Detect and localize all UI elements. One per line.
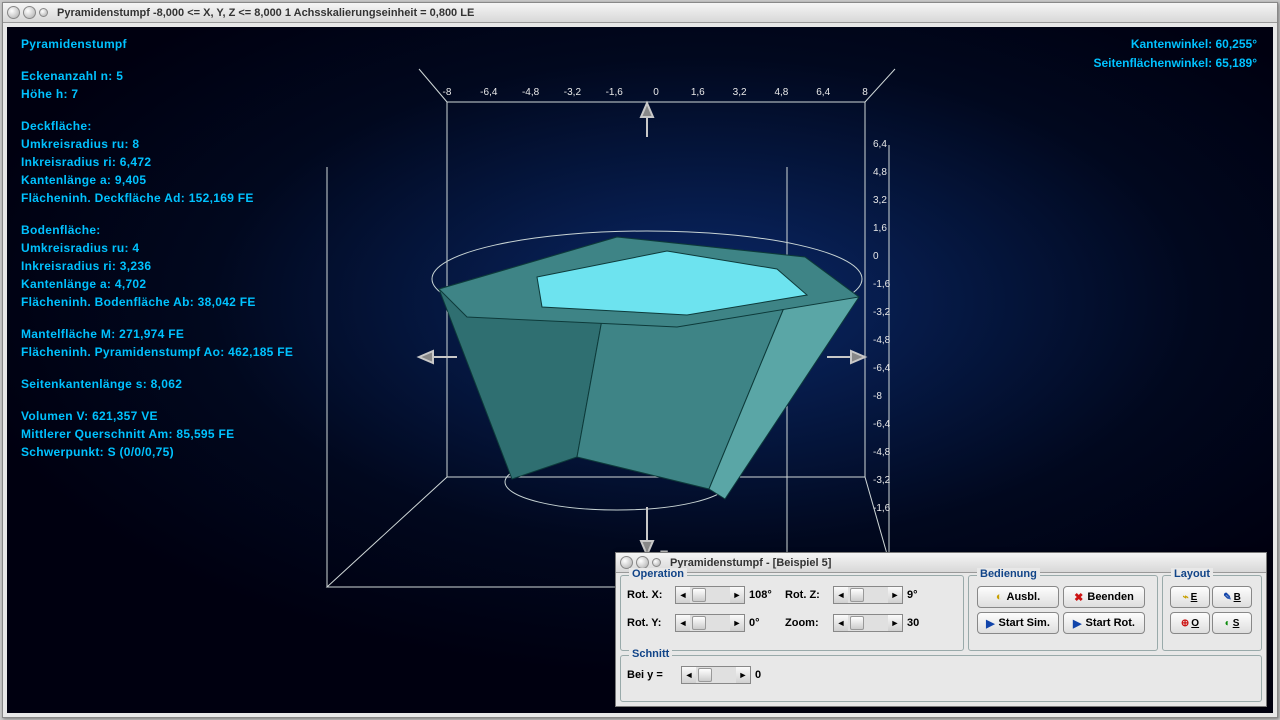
svg-text:-4,8: -4,8 bbox=[873, 447, 891, 458]
rot-y-value: 0° bbox=[749, 617, 785, 629]
axis-right-ticks: 6,4 4,8 3,2 1,6 0 -1,6 -3,2 -4,8 -6,4 -8 -6,4 -4,8 -… bbox=[873, 139, 891, 570]
svg-text:-8: -8 bbox=[873, 391, 882, 402]
svg-text:-4,8: -4,8 bbox=[873, 335, 891, 346]
main-window: Pyramidenstumpf -8,000 <= X, Y, Z <= 8,0… bbox=[2, 2, 1278, 718]
svg-text:-3,2: -3,2 bbox=[873, 475, 891, 486]
play-icon: ▶ bbox=[1073, 617, 1081, 630]
arrow-left-icon[interactable]: ◄ bbox=[676, 587, 690, 603]
svg-text:3,2: 3,2 bbox=[733, 87, 747, 98]
adjust-icon: ◐ bbox=[1225, 618, 1231, 629]
group-layout-title: Layout bbox=[1171, 568, 1213, 580]
schnitt-scroller[interactable]: ◄► bbox=[681, 666, 751, 684]
arrow-right-icon[interactable]: ► bbox=[888, 587, 902, 603]
rot-y-label: Rot. Y: bbox=[627, 617, 675, 629]
group-bedienung: Bedienung ◐Ausbl. ✖Beenden ▶Start Sim. ▶… bbox=[968, 575, 1158, 651]
arrow-right-icon[interactable]: ► bbox=[888, 615, 902, 631]
layout-b-button[interactable]: ✎B bbox=[1212, 586, 1252, 608]
svg-text:-8: -8 bbox=[443, 87, 452, 98]
target-icon: ⊕ bbox=[1181, 618, 1189, 629]
arrow-left-icon[interactable]: ◄ bbox=[682, 667, 696, 683]
close-icon: ✖ bbox=[1074, 591, 1083, 604]
rot-z-scroller[interactable]: ◄► bbox=[833, 586, 903, 604]
info-panel-right: Kantenwinkel: 60,255° Seitenflächenwinke… bbox=[1093, 35, 1257, 73]
zoom-scroller[interactable]: ◄► bbox=[833, 614, 903, 632]
schnitt-label: Bei y = bbox=[627, 669, 681, 681]
window-close-icon[interactable] bbox=[7, 6, 20, 19]
panel-body: Operation Rot. X: ◄► 108° Rot. Z: ◄► 9° … bbox=[620, 575, 1262, 702]
info-kantenwinkel: Kantenwinkel: 60,255° bbox=[1093, 35, 1257, 54]
svg-text:0: 0 bbox=[653, 87, 659, 98]
arrow-left-icon[interactable]: ◄ bbox=[834, 587, 848, 603]
svg-text:-3,2: -3,2 bbox=[564, 87, 582, 98]
axis-x-ticks: -8 -6,4 -4,8 -3,2 -1,6 0 1,6 3,2 4,8 6,4 8 bbox=[443, 87, 869, 98]
svg-text:-6,4: -6,4 bbox=[873, 419, 891, 430]
start-rot-button[interactable]: ▶Start Rot. bbox=[1063, 612, 1145, 634]
frustum-solid bbox=[439, 237, 859, 499]
panel-restore-icon[interactable] bbox=[652, 558, 661, 567]
svg-text:6,4: 6,4 bbox=[816, 87, 830, 98]
beenden-button[interactable]: ✖Beenden bbox=[1063, 586, 1145, 608]
group-layout: Layout ⌁E ✎B ⊕O ◐S bbox=[1162, 575, 1262, 651]
group-schnitt-title: Schnitt bbox=[629, 648, 672, 660]
control-panel-window[interactable]: Pyramidenstumpf - [Beispiel 5] Operation… bbox=[615, 552, 1267, 707]
svg-text:8: 8 bbox=[862, 87, 868, 98]
main-title: Pyramidenstumpf -8,000 <= X, Y, Z <= 8,0… bbox=[57, 7, 474, 19]
svg-text:-1,6: -1,6 bbox=[873, 503, 891, 514]
svg-text:3,2: 3,2 bbox=[873, 195, 887, 206]
arrow-left-icon[interactable]: ◄ bbox=[676, 615, 690, 631]
tool-icon: ✎ bbox=[1223, 592, 1231, 603]
rot-y-scroller[interactable]: ◄► bbox=[675, 614, 745, 632]
group-operation-title: Operation bbox=[629, 568, 687, 580]
layout-o-button[interactable]: ⊕O bbox=[1170, 612, 1210, 634]
svg-text:-6,4: -6,4 bbox=[480, 87, 498, 98]
rot-z-value: 9° bbox=[907, 589, 943, 601]
window-restore-icon[interactable] bbox=[39, 8, 48, 17]
main-titlebar[interactable]: Pyramidenstumpf -8,000 <= X, Y, Z <= 8,0… bbox=[3, 3, 1277, 23]
info-seitenwinkel: Seitenflächenwinkel: 65,189° bbox=[1093, 54, 1257, 73]
zoom-label: Zoom: bbox=[785, 617, 833, 629]
svg-text:-4,8: -4,8 bbox=[522, 87, 540, 98]
info-title: Pyramidenstumpf bbox=[21, 35, 381, 53]
play-icon: ▶ bbox=[986, 617, 994, 630]
svg-text:-1,6: -1,6 bbox=[606, 87, 624, 98]
group-bedienung-title: Bedienung bbox=[977, 568, 1040, 580]
arrow-left-icon[interactable]: ◄ bbox=[834, 615, 848, 631]
window-min-icon[interactable] bbox=[23, 6, 36, 19]
svg-text:6,4: 6,4 bbox=[873, 139, 887, 150]
svg-text:0: 0 bbox=[873, 251, 879, 262]
bulb-icon: ◐ bbox=[996, 591, 1003, 603]
svg-text:1,6: 1,6 bbox=[873, 223, 887, 234]
rot-x-scroller[interactable]: ◄► bbox=[675, 586, 745, 604]
schnitt-value: 0 bbox=[755, 669, 791, 681]
arrow-right-icon[interactable]: ► bbox=[736, 667, 750, 683]
scene-svg: -8 -6,4 -4,8 -3,2 -1,6 0 1,6 3,2 4,8 6,4 8 6,4 4,8 3… bbox=[307, 67, 907, 607]
group-schnitt: Schnitt Bei y = ◄► 0 bbox=[620, 655, 1262, 703]
ausblenden-button[interactable]: ◐Ausbl. bbox=[977, 586, 1059, 608]
flash-icon: ⌁ bbox=[1183, 592, 1189, 603]
arrow-right-icon[interactable]: ► bbox=[730, 587, 744, 603]
svg-text:4,8: 4,8 bbox=[873, 167, 887, 178]
layout-e-button[interactable]: ⌁E bbox=[1170, 586, 1210, 608]
rot-x-label: Rot. X: bbox=[627, 589, 675, 601]
panel-title: Pyramidenstumpf - [Beispiel 5] bbox=[670, 557, 831, 569]
panel-titlebar[interactable]: Pyramidenstumpf - [Beispiel 5] bbox=[616, 553, 1266, 573]
start-sim-button[interactable]: ▶Start Sim. bbox=[977, 612, 1059, 634]
rot-z-label: Rot. Z: bbox=[785, 589, 833, 601]
rot-x-value: 108° bbox=[749, 589, 785, 601]
zoom-value: 30 bbox=[907, 617, 943, 629]
group-operation: Operation Rot. X: ◄► 108° Rot. Z: ◄► 9° … bbox=[620, 575, 964, 651]
svg-text:-6,4: -6,4 bbox=[873, 363, 891, 374]
svg-text:-1,6: -1,6 bbox=[873, 279, 891, 290]
arrow-right-icon[interactable]: ► bbox=[730, 615, 744, 631]
layout-s-button[interactable]: ◐S bbox=[1212, 612, 1252, 634]
viewport-3d[interactable]: Pyramidenstumpf Eckenanzahl n: 5 Höhe h:… bbox=[7, 27, 1273, 713]
svg-text:4,8: 4,8 bbox=[774, 87, 788, 98]
svg-text:1,6: 1,6 bbox=[691, 87, 705, 98]
svg-text:-3,2: -3,2 bbox=[873, 307, 891, 318]
